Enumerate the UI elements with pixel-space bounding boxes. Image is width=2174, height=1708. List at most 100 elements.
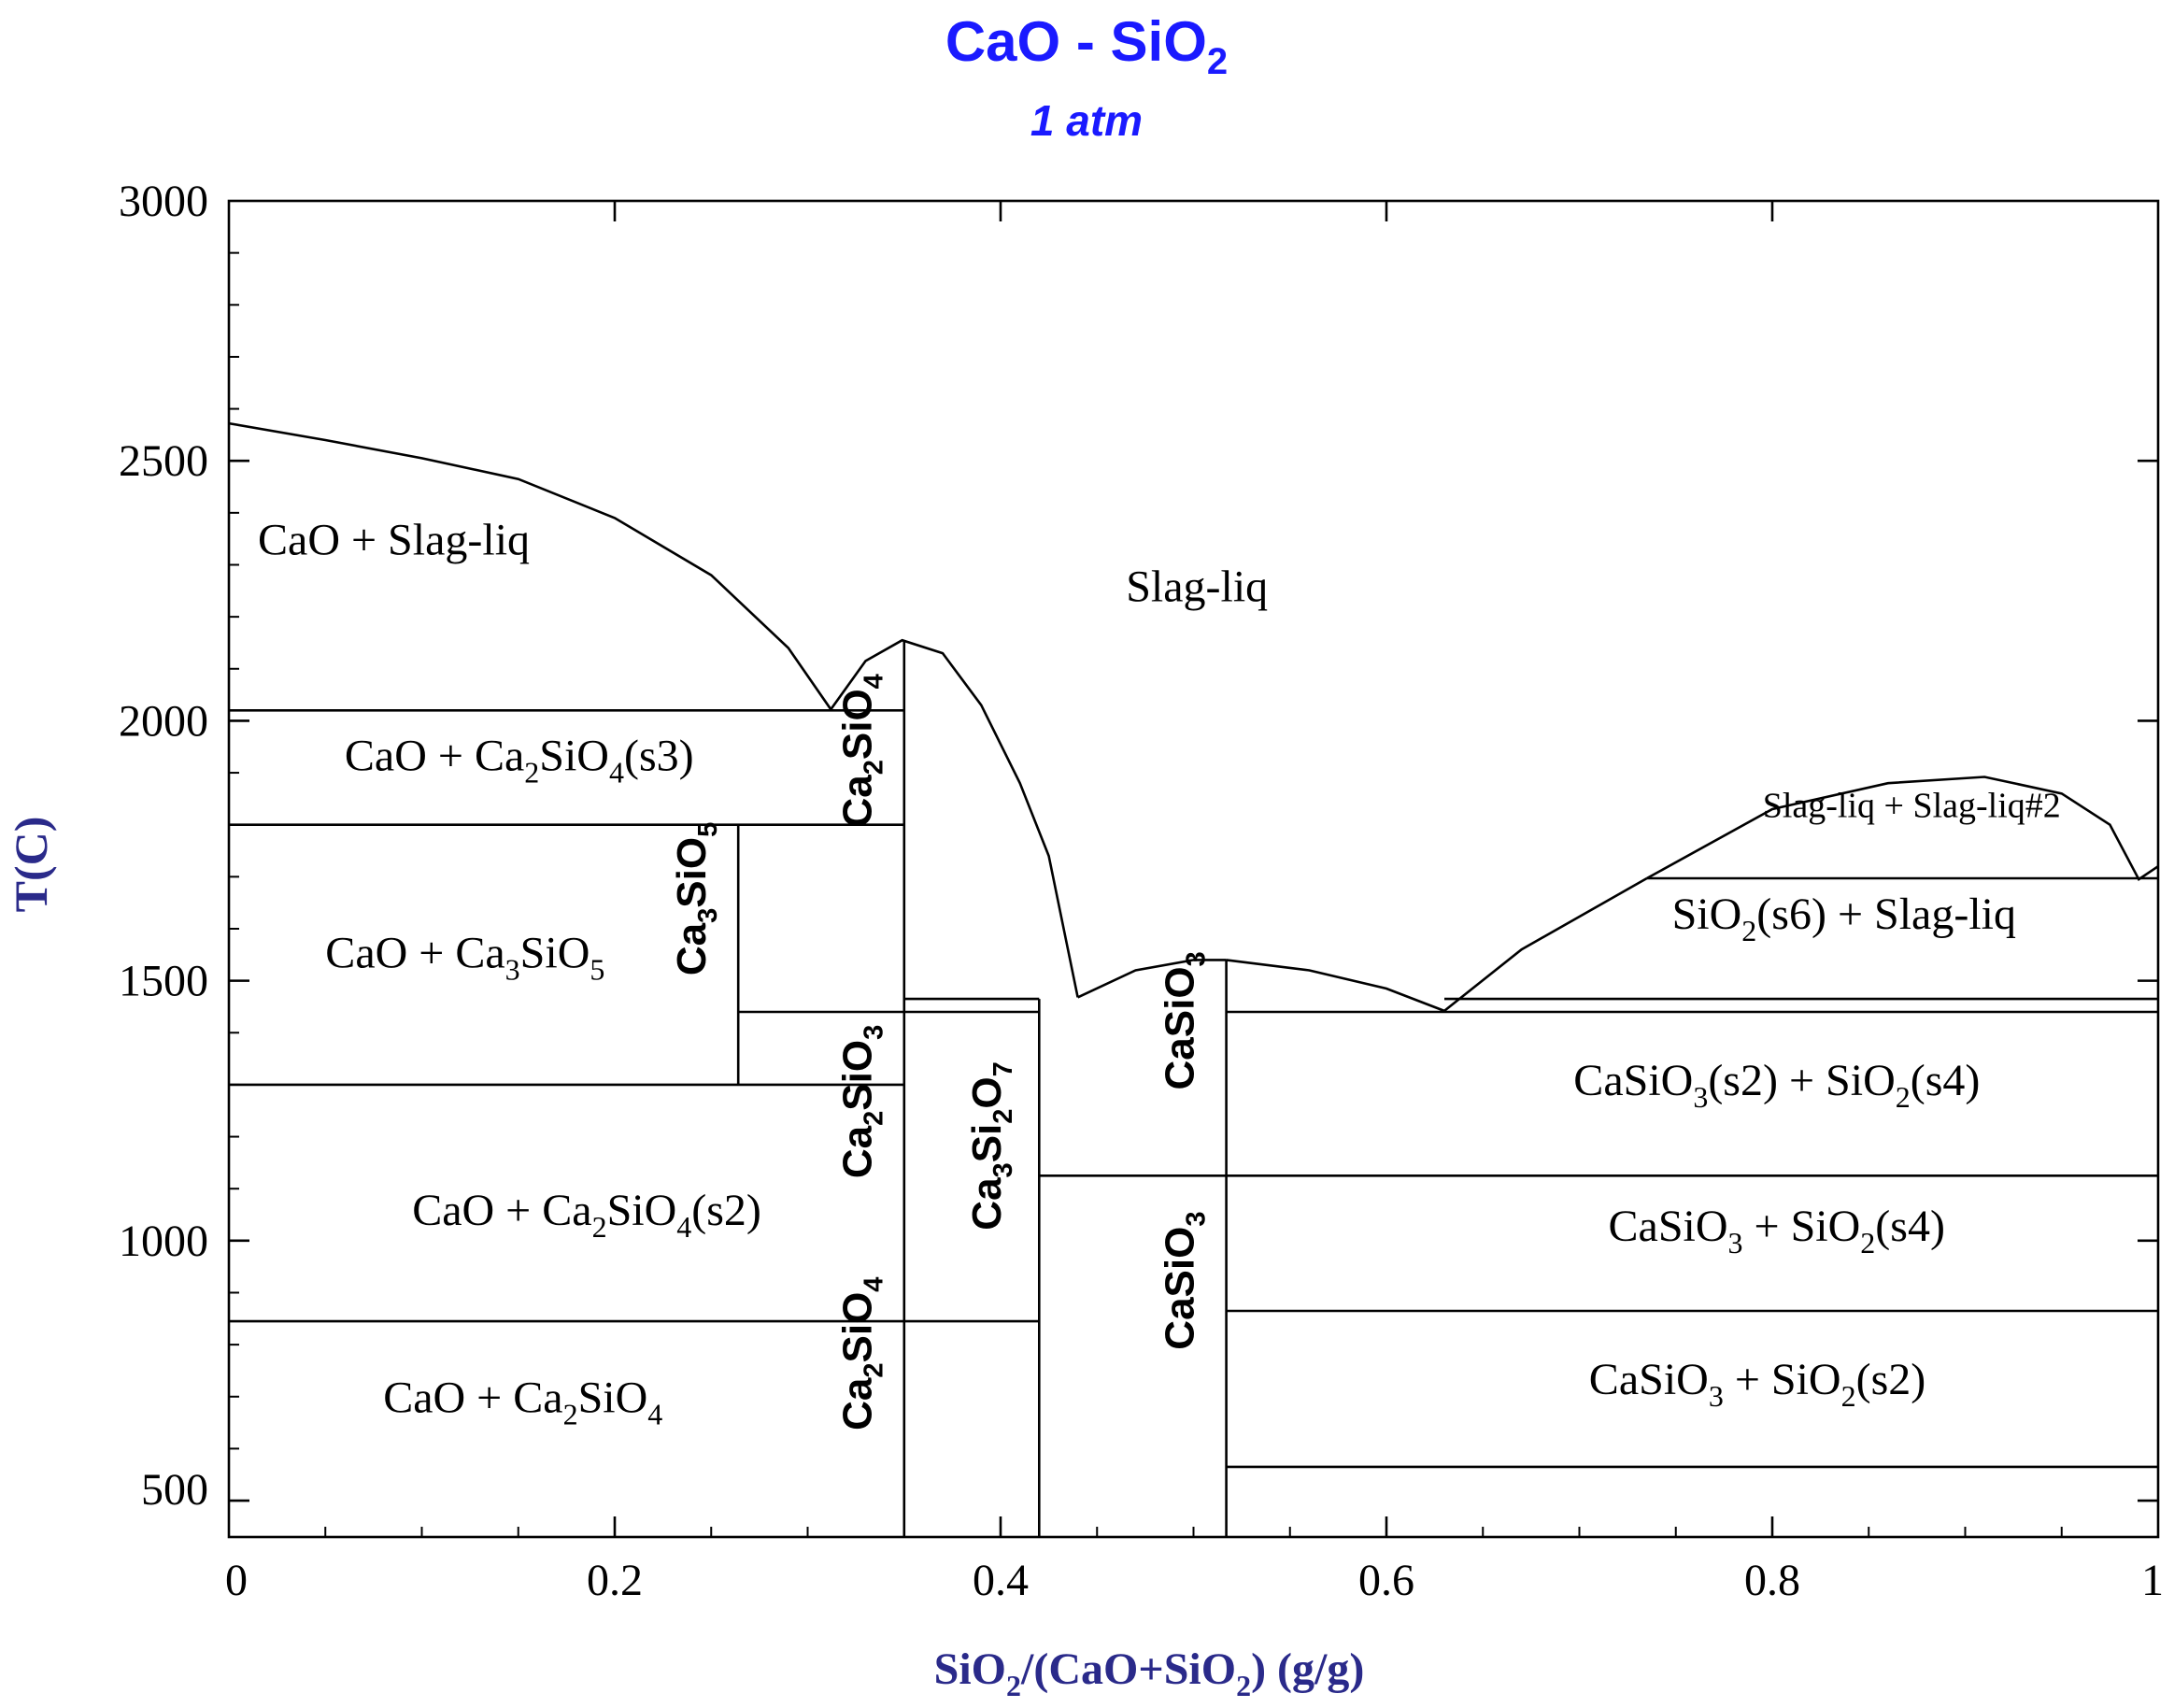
compound-label: Ca2SiO4 xyxy=(835,1277,889,1430)
label-part: CaSiO xyxy=(1589,1355,1709,1404)
label-part: 2 xyxy=(1006,1669,1021,1702)
label-part: (s2) + SiO xyxy=(1708,1056,1895,1105)
phase-region-label: CaO + Ca2SiO4 xyxy=(383,1374,662,1431)
x-tick-label: 0.2 xyxy=(587,1556,643,1605)
label-part: 4 xyxy=(609,755,624,789)
label-part: CaO + Ca xyxy=(383,1374,562,1423)
label-part: Ca xyxy=(835,1377,881,1430)
label-part: 3 xyxy=(1709,1379,1724,1413)
label-part: CaSiO xyxy=(1158,966,1203,1089)
label-part: SiO xyxy=(835,689,881,760)
label-part: SiO xyxy=(835,1040,881,1111)
phase-boundary-line-2 xyxy=(1077,959,1227,999)
x-tick-label: 0.8 xyxy=(1744,1556,1800,1605)
phase-region-label: CaSiO3 + SiO2(s2) xyxy=(1589,1355,1925,1413)
label-part: 2 xyxy=(524,755,539,789)
y-tick-label: 500 xyxy=(141,1465,208,1515)
x-tick-label: 0 xyxy=(225,1556,248,1605)
x-tick-label: 1 xyxy=(2141,1556,2164,1605)
compound-label: Ca2SiO3 xyxy=(835,1025,889,1178)
axis-ticks: 0 0.2 0.4 0.6 0.8 1 3000 2500 2000 1500 1000 500 xyxy=(119,177,2164,1605)
phase-region-label: SiO2(s6) + Slag-liq xyxy=(1672,890,2016,947)
y-tick-label: 2500 xyxy=(119,436,208,486)
x-axis-label: SiO2/(CaO+SiO2) (g/g) xyxy=(934,1644,1365,1702)
label-part: CaSiO xyxy=(1609,1202,1728,1251)
label-part: CaO + Ca xyxy=(325,929,504,978)
label-part: CaO + Ca xyxy=(412,1186,591,1235)
label-part: Si xyxy=(964,1124,1010,1163)
label-part: 5 xyxy=(590,953,604,987)
label-part: + SiO xyxy=(1724,1355,1841,1404)
label-part: 4 xyxy=(860,1277,889,1292)
phase-boundary-line-5 xyxy=(1646,776,2159,881)
label-part: 2 xyxy=(860,1111,889,1126)
chart-subtitle: 1 atm xyxy=(1030,96,1143,145)
label-part: Slag-liq xyxy=(1126,562,1268,611)
phase-region-label: Slag-liq xyxy=(1126,562,1268,611)
label-part: (s6) + Slag-liq xyxy=(1756,890,2016,939)
label-part: 3 xyxy=(1728,1226,1743,1260)
x-tick-label: 0.4 xyxy=(973,1556,1029,1605)
label-part: + SiO xyxy=(1743,1202,1861,1251)
x-tick-label: 0.6 xyxy=(1358,1556,1414,1605)
label-part: (s4) xyxy=(1911,1056,1981,1105)
label-part: Slag-liq + Slag-liq#2 xyxy=(1763,786,2061,825)
label-part: /(CaO+SiO xyxy=(1020,1644,1236,1694)
y-tick-label: 1500 xyxy=(119,957,208,1006)
label-part: 2 xyxy=(988,1109,1018,1124)
label-part: SiO xyxy=(539,731,609,780)
y-tick-label: 3000 xyxy=(119,177,208,226)
compound-label: CaSiO3 xyxy=(1158,951,1212,1089)
label-part: 2 xyxy=(1896,1080,1911,1114)
label-part: ) (g/g) xyxy=(1251,1644,1364,1694)
compound-label: Ca2SiO4 xyxy=(835,674,889,827)
label-part: 2 xyxy=(1236,1669,1251,1702)
label-part: O xyxy=(964,1076,1010,1108)
label-part: SiO xyxy=(607,1186,677,1235)
label-part: SiO xyxy=(520,929,590,978)
label-part: Ca xyxy=(835,1125,881,1178)
compound-label: Ca3Si2O7 xyxy=(964,1061,1018,1230)
label-part: SiO xyxy=(1672,890,1742,939)
label-part: SiO xyxy=(934,1644,1006,1694)
phase-region-label: CaO + Ca2SiO4(s2) xyxy=(412,1186,761,1244)
label-part: Ca xyxy=(835,775,881,828)
phase-region-label: CaO + Ca3SiO5 xyxy=(325,929,604,987)
label-part: 4 xyxy=(676,1210,691,1244)
phase-boundary-line-1 xyxy=(830,638,1079,998)
label-part: CaO + Slag-liq xyxy=(258,515,530,564)
label-part: (s2) xyxy=(1856,1355,1926,1404)
label-part: SiO xyxy=(578,1374,648,1423)
label-part: Ca xyxy=(964,1177,1010,1231)
label-part: 4 xyxy=(647,1398,662,1431)
compound-label: Ca3SiO5 xyxy=(669,822,723,975)
chart-title-subscript: 2 xyxy=(1207,41,1228,82)
phase-region-label: CaSiO3(s2) + SiO2(s4) xyxy=(1573,1056,1980,1114)
phase-boundary-line-4 xyxy=(1443,876,1648,1012)
label-part: 3 xyxy=(1182,951,1212,966)
compound-label: CaSiO3 xyxy=(1158,1212,1212,1350)
chart-title-main: CaO - SiO xyxy=(945,10,1207,73)
label-part: 2 xyxy=(563,1398,578,1431)
label-part: 3 xyxy=(505,953,520,987)
label-part: SiO xyxy=(669,837,715,908)
label-part: CaSiO xyxy=(1158,1227,1203,1350)
y-axis-label: T(C) xyxy=(5,817,57,913)
label-part: Ca xyxy=(669,922,715,975)
chart-title: CaO - SiO2 xyxy=(945,10,1228,82)
label-part: (s4) xyxy=(1875,1202,1945,1251)
label-part: (s2) xyxy=(691,1186,761,1235)
label-part: 4 xyxy=(860,674,889,689)
label-part: 2 xyxy=(592,1210,607,1244)
label-part: (s3) xyxy=(624,731,694,780)
label-part: 2 xyxy=(1741,914,1756,947)
phase-boundary-line-0 xyxy=(228,421,832,710)
label-part: 2 xyxy=(1841,1379,1856,1413)
y-tick-label: 1000 xyxy=(119,1217,208,1266)
phase-boundary-line-3 xyxy=(1226,959,1445,1013)
label-part: 3 xyxy=(1182,1212,1212,1227)
label-part: CaO + Ca xyxy=(345,731,524,780)
label-part: 2 xyxy=(1860,1226,1875,1260)
